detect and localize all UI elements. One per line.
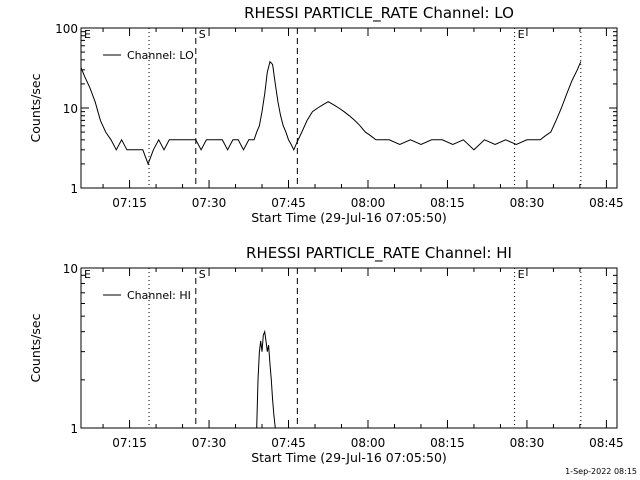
y-tick-label: 100 [55,22,78,36]
y-tick-label: 10 [63,102,78,116]
footer-timestamp: 1-Sep-2022 08:15 [565,467,637,476]
x-tick-label: 08:30 [510,436,545,450]
x-tick-label: 07:30 [192,436,227,450]
x-tick-label: 07:45 [271,436,306,450]
y-tick-label: 1 [70,182,78,196]
x-tick-label: 07:15 [112,436,147,450]
x-tick-label: 08:45 [589,436,624,450]
event-marker-label: E [84,268,91,281]
x-tick-label: 07:30 [192,196,227,210]
chart-title-lo: RHESSI PARTICLE_RATE Channel: LO [244,4,514,23]
series-line-lo [80,60,582,166]
legend-label: Channel: LO [127,49,194,62]
panel-hi: RHESSI PARTICLE_RATE Channel: HI 1 10 07:15… [28,244,624,465]
y-tick-label: 10 [63,262,78,276]
y-axis-label: Counts/sec [28,73,43,142]
y-tick-label: 1 [70,422,78,436]
x-tick-label: 08:30 [510,196,545,210]
x-axis-label: Start Time (29-Jul-16 07:05:50) [251,210,447,225]
panel-lo: RHESSI PARTICLE_RATE Channel: LO 1 10 100 07… [28,4,624,225]
event-marker-label: E [84,28,91,41]
chart-title-hi: RHESSI PARTICLE_RATE Channel: HI [246,244,512,263]
x-tick-label: 07:45 [271,196,306,210]
event-marker-label: S [199,28,206,41]
x-tick-label: 08:45 [589,196,624,210]
event-marker-label: S [199,268,206,281]
event-marker-label: E [518,28,525,41]
x-tick-label: 08:15 [430,436,465,450]
x-tick-label: 08:00 [351,196,386,210]
event-marker-label: E [518,268,525,281]
legend-label: Channel: HI [127,289,191,302]
x-axis-label: Start Time (29-Jul-16 07:05:50) [251,450,447,465]
y-axis-label: Counts/sec [28,313,43,382]
x-tick-label: 07:15 [112,196,147,210]
x-tick-label: 08:15 [430,196,465,210]
x-tick-label: 08:00 [351,436,386,450]
series-line-hi [256,329,276,429]
